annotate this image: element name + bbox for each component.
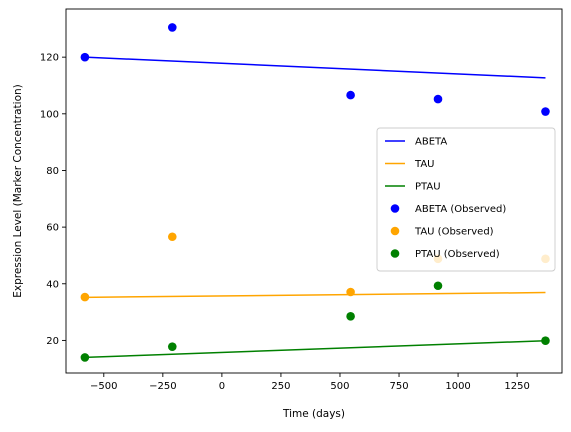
abeta-observed-point [541, 107, 550, 116]
y-tick-label: 60 [46, 223, 59, 234]
legend: ABETA TAU PTAU ABETA (Observed) TAU (Observe… [376, 127, 556, 272]
y-axis-label: Expression Level (Marker Concentration) [12, 84, 24, 298]
ptau-observed-point [80, 353, 90, 362]
plot-area [80, 23, 550, 362]
ptau-observed-point [541, 336, 550, 346]
x-tick-label: 500 [330, 381, 349, 392]
tau-observed-point [80, 292, 90, 302]
tau-observed-point [167, 232, 177, 242]
ptau-observed-point [433, 281, 443, 291]
abeta-observed-point [346, 90, 355, 100]
x-tick-label: −250 [149, 381, 176, 392]
x-tick-label: 1250 [504, 381, 529, 392]
y-tick-label: 100 [40, 109, 59, 120]
y-tick-label: 20 [46, 336, 59, 347]
legend-label-abeta: ABETA [415, 137, 447, 148]
legend-box [376, 127, 556, 272]
abeta-fit-line [84, 56, 546, 79]
tau-observed-point [346, 287, 355, 297]
axes: −500 −250 0 250 500 750 1000 1250 20 40 60 80 100 120 [40, 8, 563, 392]
ptau-observed-point [167, 342, 177, 351]
legend-swatch-abeta-observed [390, 204, 400, 213]
x-tick-label: −500 [90, 381, 117, 392]
ptau-observed-point [346, 312, 355, 321]
legend-swatch-tau-observed [390, 226, 400, 236]
legend-swatch-ptau-observed [390, 249, 400, 258]
y-tick-label: 80 [46, 166, 59, 177]
x-tick-label: 1000 [445, 381, 470, 392]
legend-label-ptau: PTAU [415, 182, 441, 193]
x-tick-label: 750 [389, 381, 408, 392]
x-tick-label: 0 [219, 381, 225, 392]
legend-label-ptau-observed: PTAU (Observed) [415, 249, 500, 260]
legend-label-tau-observed: TAU (Observed) [414, 227, 494, 238]
legend-label-tau: TAU [414, 159, 435, 170]
x-axis-label: Time (days) [282, 408, 345, 420]
legend-label-abeta-observed: ABETA (Observed) [415, 204, 506, 215]
plot-frame [65, 8, 563, 374]
ptau-fit-line [84, 339, 546, 359]
y-tick-label: 120 [40, 53, 59, 64]
x-tick-label: 250 [271, 381, 290, 392]
abeta-observed-point [167, 23, 177, 32]
y-tick-label: 40 [46, 279, 59, 290]
tau-fit-line [84, 291, 546, 299]
abeta-observed-point [433, 94, 443, 104]
abeta-observed-point [80, 52, 90, 62]
